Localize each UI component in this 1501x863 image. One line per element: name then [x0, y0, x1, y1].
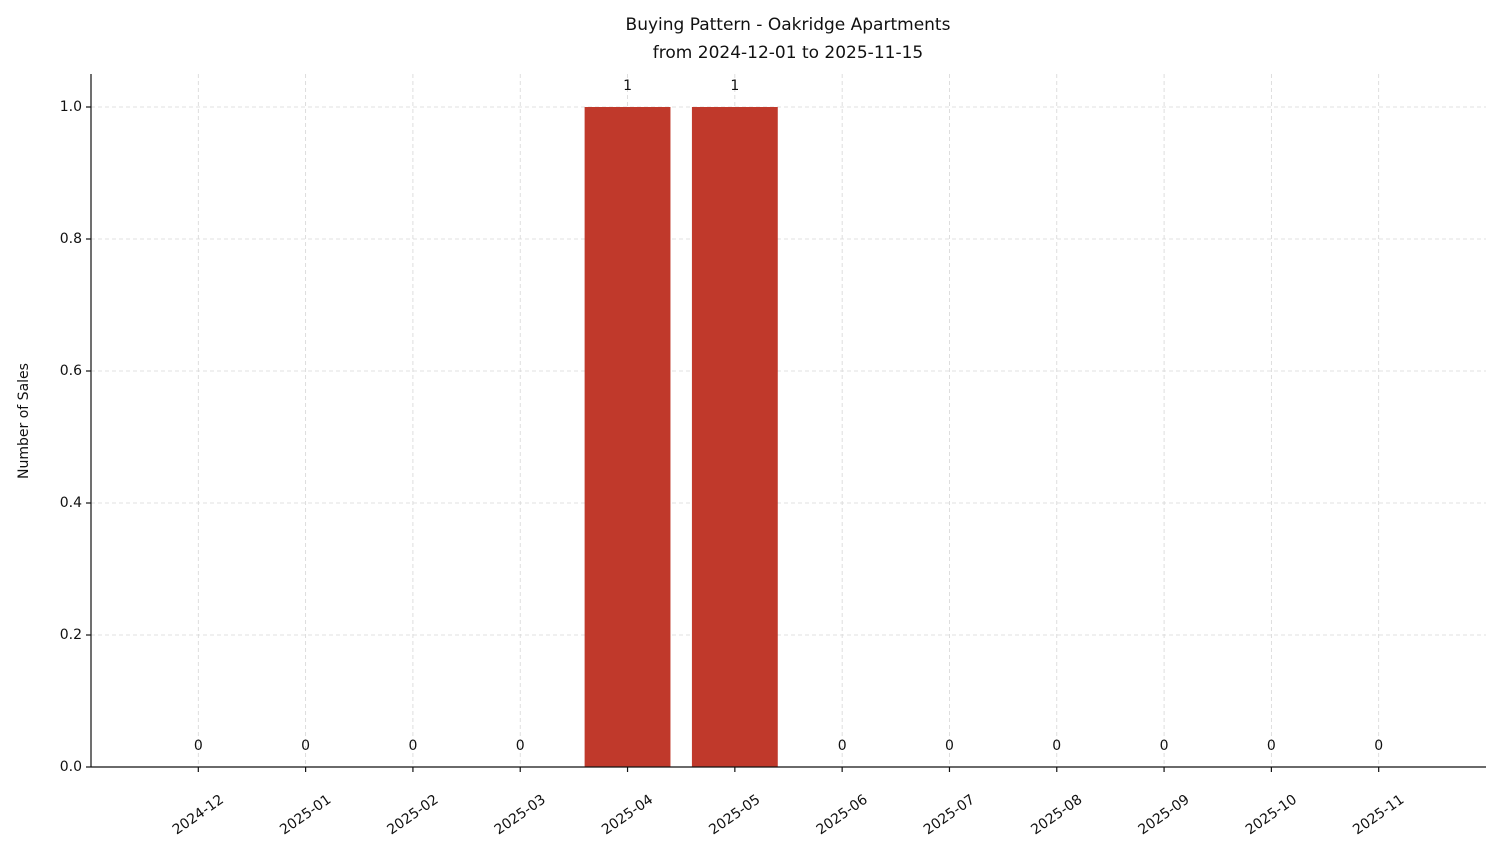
data-label: 0 [1374, 738, 1383, 754]
data-label: 0 [1052, 738, 1061, 754]
x-tick-label: 2025-10 [1243, 792, 1300, 839]
x-tick-label: 2025-01 [277, 792, 334, 839]
data-label: 1 [623, 78, 632, 94]
y-tick-label: 0.8 [60, 231, 82, 247]
data-label: 1 [730, 78, 739, 94]
y-tick-label: 0.4 [60, 495, 82, 511]
x-tick-label: 2025-09 [1136, 792, 1193, 839]
y-tick-label: 0.6 [60, 363, 82, 379]
x-tick-label: 2024-12 [170, 792, 227, 839]
x-tick-label: 2025-08 [1028, 792, 1085, 839]
x-tick-label: 2025-07 [921, 792, 978, 839]
y-axis-label: Number of Sales [16, 363, 32, 479]
y-tick-label: 0.0 [60, 759, 82, 775]
chart-title: Buying Pattern - Oakridge Apartments [626, 15, 951, 35]
x-tick-label: 2025-02 [384, 792, 441, 839]
data-label: 0 [194, 738, 203, 754]
x-tick-label: 2025-03 [492, 792, 549, 839]
data-label: 0 [945, 738, 954, 754]
data-label: 0 [516, 738, 525, 754]
bar [584, 107, 671, 767]
data-label: 0 [1160, 738, 1169, 754]
x-tick-label: 2025-11 [1350, 792, 1407, 839]
bar [691, 107, 778, 767]
data-label: 0 [408, 738, 417, 754]
x-tick-label: 2025-06 [814, 792, 871, 839]
y-tick-label: 0.2 [60, 627, 82, 643]
data-label: 0 [301, 738, 310, 754]
data-label: 0 [838, 738, 847, 754]
x-tick-label: 2025-04 [599, 792, 656, 839]
x-tick-label: 2025-05 [706, 792, 763, 839]
chart-subtitle: from 2024-12-01 to 2025-11-15 [653, 43, 923, 63]
y-tick-label: 1.0 [60, 99, 82, 115]
data-label: 0 [1267, 738, 1276, 754]
